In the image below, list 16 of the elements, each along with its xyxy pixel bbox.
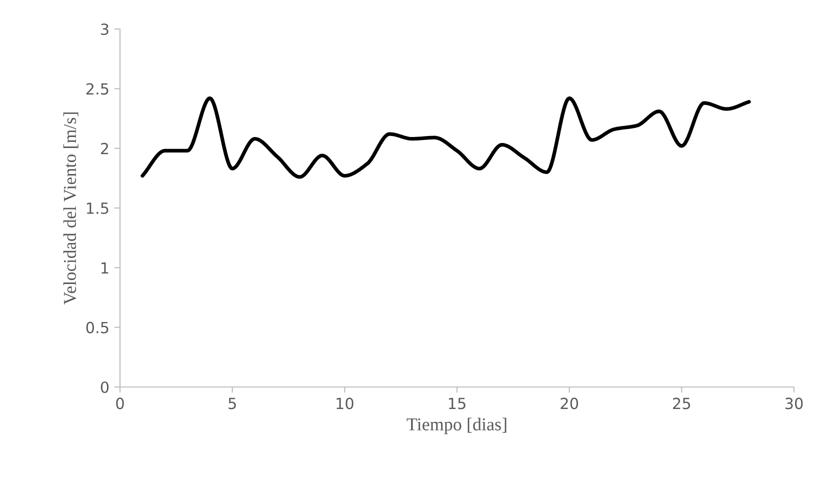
x-tick-label: 0 <box>116 398 124 410</box>
y-tick-label: 3 <box>101 23 108 36</box>
y-tick-label: 0.5 <box>86 322 108 334</box>
y-axis-title: Velocidad del Viento [m/s] <box>63 112 78 305</box>
y-tick-label: 2.5 <box>86 83 108 95</box>
x-tick-label: 10 <box>336 398 354 410</box>
y-tick-label: 2 <box>100 142 108 154</box>
x-axis-title: Tiempo [dias] <box>406 418 506 434</box>
y-tick-label: 1.5 <box>86 202 108 214</box>
x-tick-label: 20 <box>560 398 578 410</box>
y-tick-label: 0 <box>100 381 109 394</box>
x-tick-label: 30 <box>785 398 803 410</box>
x-tick-label: 25 <box>673 398 690 410</box>
y-tick-label: 1 <box>102 262 108 274</box>
x-tick-label: 5 <box>228 398 236 410</box>
x-tick-label: 15 <box>448 398 466 410</box>
